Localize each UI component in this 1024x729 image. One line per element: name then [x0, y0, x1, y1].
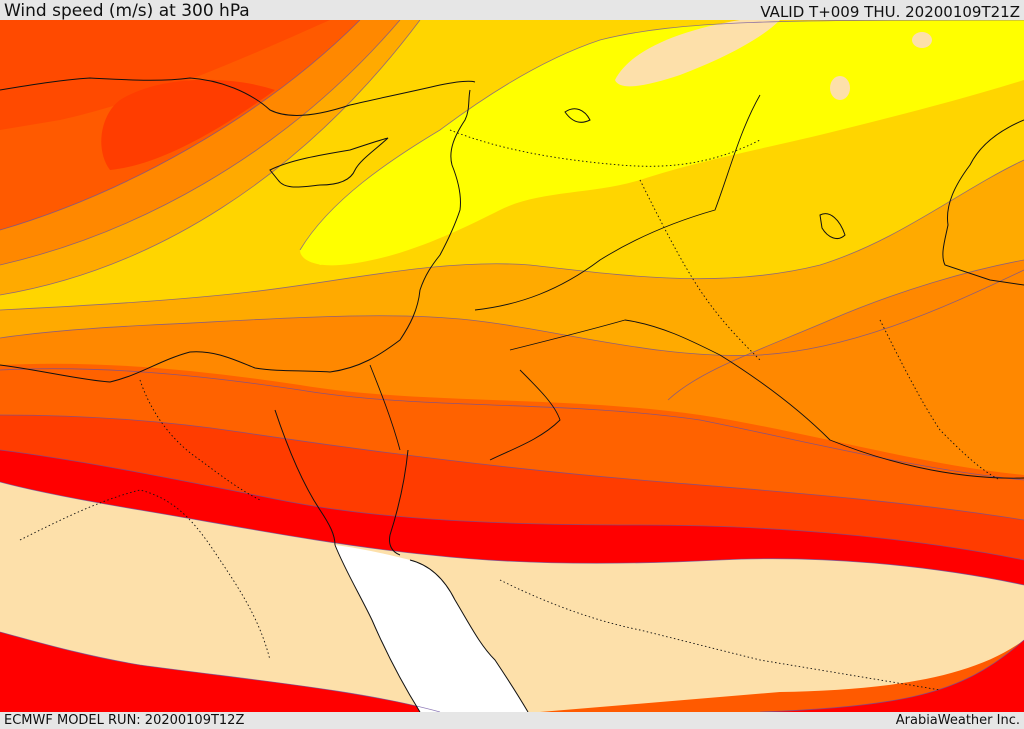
contour-2: [0, 20, 401, 266]
border-dotted-gulf: [879, 319, 1001, 481]
border-dotted-north: [449, 129, 761, 167]
valid-time: VALID T+009 THU. 20200109T21Z: [760, 3, 1020, 21]
contour-3: [0, 20, 421, 296]
coastline-cyprus: [269, 137, 389, 188]
header-bar: Wind speed (m/s) at 300 hPa VALID T+009 …: [0, 0, 1024, 20]
border-saudi-jordan: [509, 319, 1024, 479]
calm-pocket-small-2: [912, 32, 932, 48]
credit-label: ArabiaWeather Inc.: [895, 713, 1020, 728]
coastline-gulf-of-aqaba: [389, 449, 409, 556]
band-red: [0, 450, 1024, 585]
model-run-label: ECMWF MODEL RUN: 20200109T12Z: [4, 713, 245, 728]
red-sea-white: [335, 545, 528, 712]
band-core-nw: [101, 79, 275, 170]
border-dotted-east: [639, 179, 761, 361]
calm-pocket-ne: [615, 20, 780, 87]
border-dotted-arabia: [499, 579, 941, 691]
border-dotted-sahara: [19, 489, 271, 661]
coastline-red-sea-west: [334, 544, 421, 712]
coastline-persian-gulf: [942, 119, 1024, 286]
footer-bar: ECMWF MODEL RUN: 20200109T12Z ArabiaWeat…: [0, 712, 1024, 729]
map-canvas: [0, 20, 1024, 712]
coastline-turkey-south: [0, 77, 476, 116]
band-orange-lobe-east: [668, 260, 1024, 413]
coastline-lake-urmia: [819, 213, 846, 239]
band-red-orange: [0, 415, 1024, 560]
contour-5: [0, 269, 1024, 356]
border-saudi-south: [489, 369, 561, 461]
contour-9: [0, 481, 1024, 586]
border-saudi-iraq: [474, 94, 761, 311]
contour-10: [299, 20, 1024, 251]
band-dark-orange-south: [0, 363, 1024, 520]
contour-6: [0, 368, 1024, 481]
border-egypt-east: [369, 364, 401, 451]
contour-11: [667, 259, 1024, 401]
calm-pocket-small-1: [830, 76, 850, 100]
contour-4: [0, 159, 1024, 311]
wind-speed-map: [0, 20, 1024, 712]
band-red-southeast: [760, 640, 1024, 712]
contour-1: [0, 20, 361, 231]
band-dark-red-orange: [0, 20, 330, 130]
contour-8: [0, 449, 1024, 561]
contour-7: [0, 414, 1024, 521]
coastline-lake-van: [564, 108, 591, 123]
band-yellow-jet-west: [300, 220, 383, 265]
band-red-southwest: [0, 632, 440, 712]
contour-12: [0, 631, 441, 712]
calm-region-south: [0, 482, 1024, 712]
contour-13: [759, 639, 1024, 712]
coastline-gulf-of-suez: [274, 409, 336, 546]
coastline-red-sea-east: [409, 559, 529, 712]
coastline-mediterranean-south: [0, 89, 471, 383]
map-title: Wind speed (m/s) at 300 hPa: [4, 1, 250, 21]
